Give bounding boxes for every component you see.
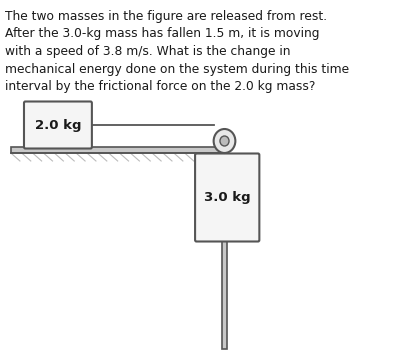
Text: The two masses in the figure are released from rest.
After the 3.0-kg mass has f: The two masses in the figure are release… (6, 10, 350, 93)
Bar (11, 147, 222, 153)
Text: 2.0 kg: 2.0 kg (34, 118, 81, 131)
Text: 3.0 kg: 3.0 kg (204, 191, 251, 204)
FancyBboxPatch shape (24, 102, 92, 149)
Circle shape (214, 129, 235, 153)
Circle shape (220, 136, 229, 146)
FancyBboxPatch shape (195, 154, 259, 242)
Bar (222, 147, 227, 349)
